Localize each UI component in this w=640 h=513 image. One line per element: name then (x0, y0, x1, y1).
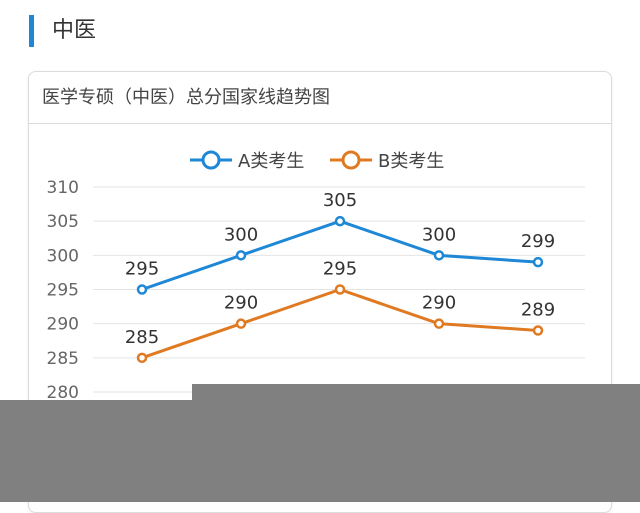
y-tick-label: 305 (47, 212, 79, 232)
chart-card-title: 医学专硕（中医）总分国家线趋势图 (42, 87, 330, 108)
data-label: 300 (422, 224, 456, 245)
data-point (532, 256, 544, 268)
legend-label: A类考生 (238, 151, 304, 172)
line-chart: 310 305 300 295 290 285 280 A类考生 B类考生 295 300 305… (47, 150, 585, 403)
data-point (136, 352, 148, 364)
data-label: 285 (125, 327, 159, 348)
y-tick-label: 295 (47, 281, 79, 301)
legend-marker-icon (341, 150, 361, 170)
data-point (136, 284, 148, 295)
data-point (433, 318, 445, 329)
data-label: 299 (521, 231, 555, 252)
section-accent-bar (29, 15, 34, 47)
gray-overlay (0, 400, 640, 502)
data-label: 305 (323, 190, 357, 211)
y-tick-label: 285 (47, 349, 79, 369)
data-point (235, 250, 247, 261)
y-tick-label: 310 (47, 178, 79, 198)
data-label: 290 (422, 293, 456, 314)
y-tick-label: 300 (47, 246, 79, 266)
data-point (334, 284, 346, 295)
gray-overlay-step (192, 384, 640, 400)
data-label: 295 (323, 259, 357, 280)
y-tick-label: 290 (47, 315, 79, 335)
legend-label: B类考生 (378, 151, 444, 172)
legend-marker-icon (201, 150, 221, 170)
data-label: 289 (521, 300, 555, 321)
data-point (235, 318, 247, 329)
y-tick-label: 280 (47, 383, 79, 403)
data-label: 290 (224, 293, 258, 314)
data-point (433, 250, 445, 261)
legend-item-b: B类考生 (330, 150, 444, 172)
card-divider (29, 123, 611, 124)
data-label: 300 (224, 224, 258, 245)
data-point (532, 325, 544, 336)
data-label: 295 (125, 259, 159, 280)
section-title: 中医 (52, 18, 97, 43)
legend-item-a: A类考生 (190, 150, 304, 172)
data-point (334, 215, 346, 227)
